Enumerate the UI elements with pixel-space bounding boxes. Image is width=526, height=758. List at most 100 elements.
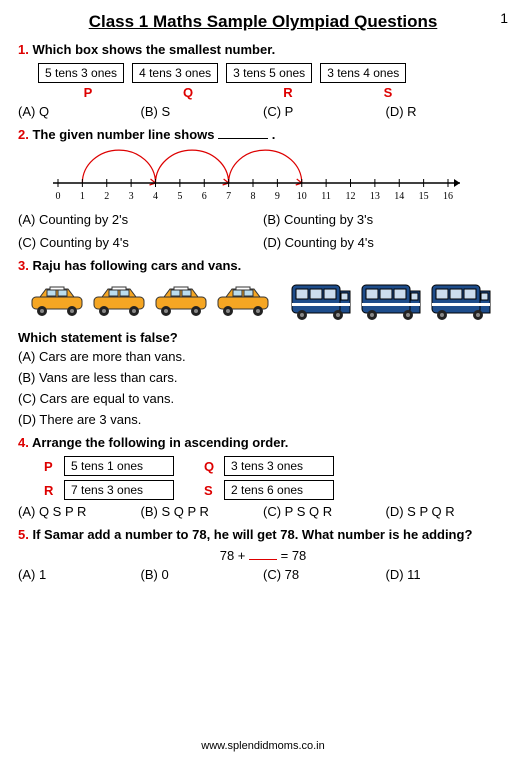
- q5-options: (A) 1 (B) 0 (C) 78 (D) 11: [18, 567, 508, 582]
- q4-opt: (D) S P Q R: [386, 504, 509, 519]
- vehicles-row: [28, 279, 508, 324]
- q1-prompt: Which box shows the smallest number.: [32, 42, 275, 57]
- svg-text:10: 10: [297, 191, 307, 202]
- q5-opt: (B) 0: [141, 567, 264, 582]
- car-icon: [90, 283, 148, 317]
- question-4: 4. Arrange the following in ascending or…: [18, 435, 508, 519]
- q4-item-box: 2 tens 6 ones: [224, 480, 334, 500]
- q5-opt: (C) 78: [263, 567, 386, 582]
- q1-label: S: [338, 85, 438, 100]
- q3-num: 3.: [18, 258, 29, 273]
- question-3: 3. Raju has following cars and vans.: [18, 258, 508, 427]
- q2-opt: (B) Counting by 3's: [263, 212, 508, 227]
- car-icon: [152, 283, 210, 317]
- q2-options: (A) Counting by 2's (B) Counting by 3's …: [18, 212, 508, 250]
- q1-num: 1.: [18, 42, 29, 57]
- svg-text:5: 5: [177, 191, 182, 202]
- q5-text: 5. If Samar add a number to 78, he will …: [18, 527, 508, 542]
- q1-labels: P Q R S: [38, 85, 508, 100]
- svg-text:11: 11: [321, 191, 331, 202]
- q4-item-box: 7 tens 3 ones: [64, 480, 174, 500]
- number-line-svg: 012345678910111213141516: [48, 148, 468, 203]
- q4-item-box: 3 tens 3 ones: [224, 456, 334, 476]
- svg-text:2: 2: [104, 191, 109, 202]
- svg-text:14: 14: [394, 191, 404, 202]
- svg-text:9: 9: [275, 191, 280, 202]
- q4-opt: (C) P S Q R: [263, 504, 386, 519]
- q5-prompt: If Samar add a number to 78, he will get…: [32, 527, 472, 542]
- q3-prompt: Raju has following cars and vans.: [32, 258, 241, 273]
- q4-opt: (A) Q S P R: [18, 504, 141, 519]
- question-2: 2. The given number line shows . 0123456…: [18, 127, 508, 250]
- van-icon: [358, 279, 424, 321]
- q4-item-box: 5 tens 1 ones: [64, 456, 174, 476]
- q2-num: 2.: [18, 127, 29, 142]
- q3-opt: (D) There are 3 vans.: [18, 412, 508, 427]
- footer-url: www.splendidmoms.co.in: [0, 740, 526, 752]
- page-number: 1: [500, 10, 508, 26]
- q5-opt: (A) 1: [18, 567, 141, 582]
- q4-item-label: Q: [204, 459, 224, 474]
- q3-options: (A) Cars are more than vans. (B) Vans ar…: [18, 349, 508, 427]
- q2-text: 2. The given number line shows .: [18, 127, 508, 142]
- q4-item-label: R: [44, 483, 64, 498]
- q1-label: R: [238, 85, 338, 100]
- q2-prompt-post: .: [268, 127, 275, 142]
- q1-options: (A) Q (B) S (C) P (D) R: [18, 104, 508, 119]
- svg-text:1: 1: [80, 191, 85, 202]
- q1-text: 1. Which box shows the smallest number.: [18, 42, 508, 57]
- svg-text:8: 8: [251, 191, 256, 202]
- q2-opt: (A) Counting by 2's: [18, 212, 263, 227]
- q1-boxes: 5 tens 3 ones 4 tens 3 ones 3 tens 5 one…: [38, 63, 508, 83]
- q2-opt: (D) Counting by 4's: [263, 235, 508, 250]
- svg-text:7: 7: [226, 191, 231, 202]
- q1-opt: (C) P: [263, 104, 386, 119]
- q1-label: P: [38, 85, 138, 100]
- q5-num: 5.: [18, 527, 29, 542]
- page-title: Class 1 Maths Sample Olympiad Questions: [18, 12, 508, 32]
- q4-item-label: S: [204, 483, 224, 498]
- q1-opt: (A) Q: [18, 104, 141, 119]
- svg-text:15: 15: [419, 191, 429, 202]
- svg-text:3: 3: [129, 191, 134, 202]
- number-line: 012345678910111213141516: [48, 148, 508, 206]
- svg-text:12: 12: [346, 191, 356, 202]
- q1-opt: (B) S: [141, 104, 264, 119]
- svg-text:13: 13: [370, 191, 380, 202]
- q4-text: 4. Arrange the following in ascending or…: [18, 435, 508, 450]
- q1-opt: (D) R: [386, 104, 509, 119]
- question-5: 5. If Samar add a number to 78, he will …: [18, 527, 508, 582]
- car-icon: [28, 283, 86, 317]
- q3-text: 3. Raju has following cars and vans.: [18, 258, 508, 273]
- q3-opt: (C) Cars are equal to vans.: [18, 391, 508, 406]
- car-icon: [214, 283, 272, 317]
- q1-box: 3 tens 5 ones: [226, 63, 312, 83]
- q4-opt: (B) S Q P R: [141, 504, 264, 519]
- van-icon: [288, 279, 354, 321]
- q4-prompt: Arrange the following in ascending order…: [32, 435, 288, 450]
- q4-options: (A) Q S P R (B) S Q P R (C) P S Q R (D) …: [18, 504, 508, 519]
- q1-box: 5 tens 3 ones: [38, 63, 124, 83]
- q3-opt: (A) Cars are more than vans.: [18, 349, 508, 364]
- svg-text:6: 6: [202, 191, 207, 202]
- van-icon: [428, 279, 494, 321]
- q5-equation: 78 + = 78: [18, 548, 508, 563]
- q4-item-label: P: [44, 459, 64, 474]
- eq-left: 78 +: [220, 548, 249, 563]
- eq-right: = 78: [277, 548, 306, 563]
- svg-text:16: 16: [443, 191, 453, 202]
- q2-opt: (C) Counting by 4's: [18, 235, 263, 250]
- question-1: 1. Which box shows the smallest number. …: [18, 42, 508, 119]
- q3-opt: (B) Vans are less than cars.: [18, 370, 508, 385]
- q3-subq: Which statement is false?: [18, 330, 508, 345]
- q4-num: 4.: [18, 435, 29, 450]
- svg-text:0: 0: [56, 191, 61, 202]
- svg-text:4: 4: [153, 191, 158, 202]
- q4-items: P 5 tens 1 ones Q 3 tens 3 ones R 7 tens…: [44, 456, 508, 500]
- q1-label: Q: [138, 85, 238, 100]
- q2-blank: [218, 138, 268, 139]
- q1-box: 4 tens 3 ones: [132, 63, 218, 83]
- q5-opt: (D) 11: [386, 567, 509, 582]
- q1-box: 3 tens 4 ones: [320, 63, 406, 83]
- q2-prompt-pre: The given number line shows: [32, 127, 218, 142]
